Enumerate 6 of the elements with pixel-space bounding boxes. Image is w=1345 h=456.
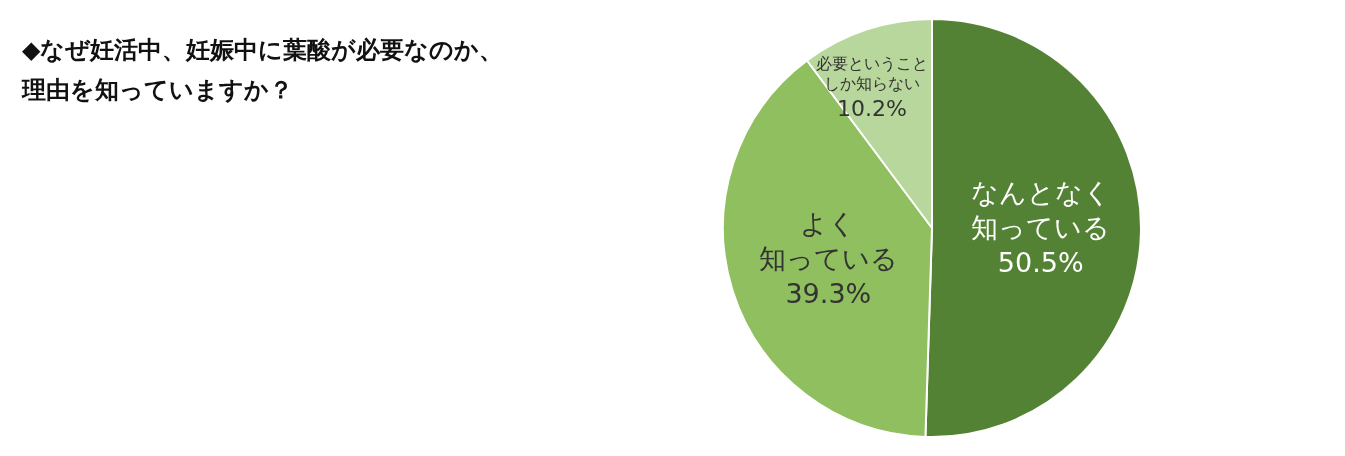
- data-label: 39.3%: [785, 277, 872, 309]
- slice-label: よく知っている: [758, 207, 898, 274]
- data-label: 50.5%: [997, 246, 1084, 278]
- slice-label: 必要ということしか知らない: [815, 53, 928, 94]
- text: ◆なぜ妊活中、妊娠中に葉酸が必要なのか、理由を知っていますか？: [22, 35, 505, 106]
- slice-label: なんとなく知っている: [970, 176, 1111, 243]
